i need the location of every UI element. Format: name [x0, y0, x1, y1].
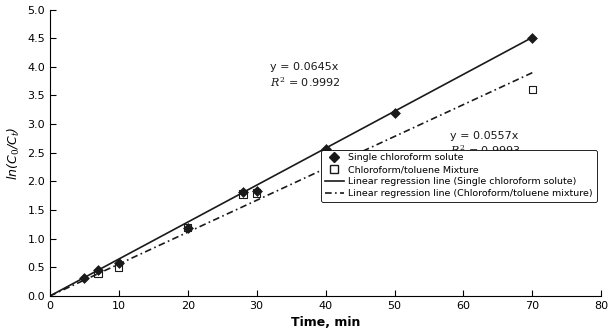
- Point: [238, 191, 248, 197]
- Point: [390, 110, 400, 115]
- Point: [114, 265, 123, 270]
- X-axis label: Time, min: Time, min: [291, 317, 360, 329]
- Text: y = 0.0645x
$R^2$ = 0.9992: y = 0.0645x $R^2$ = 0.9992: [270, 62, 341, 88]
- Point: [93, 268, 103, 273]
- Point: [114, 260, 123, 265]
- Point: [527, 36, 537, 41]
- Point: [238, 189, 248, 194]
- Point: [79, 275, 89, 280]
- Legend: Single chloroform solute, Chloroform/toluene Mixture, Linear regression line (Si: Single chloroform solute, Chloroform/tol…: [321, 150, 597, 202]
- Point: [321, 166, 330, 172]
- Y-axis label: ln(C$_0$/C$_t$): ln(C$_0$/C$_t$): [6, 126, 21, 180]
- Point: [183, 224, 193, 230]
- Point: [183, 226, 193, 231]
- Point: [321, 146, 330, 151]
- Text: y = 0.0557x
$R^2$ = 0.9993: y = 0.0557x $R^2$ = 0.9993: [449, 131, 521, 157]
- Point: [252, 189, 262, 194]
- Point: [252, 190, 262, 196]
- Point: [93, 271, 103, 276]
- Point: [527, 87, 537, 92]
